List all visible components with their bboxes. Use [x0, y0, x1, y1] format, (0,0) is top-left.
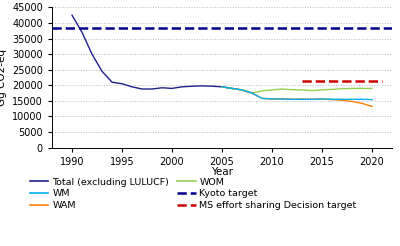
X-axis label: Year: Year — [211, 167, 233, 177]
Legend: Total (excluding LULUCF), WM, WAM, WOM, Kyoto target, MS effort sharing Decision: Total (excluding LULUCF), WM, WAM, WOM, … — [30, 178, 356, 210]
Y-axis label: Gg CO2-eq: Gg CO2-eq — [0, 49, 6, 106]
